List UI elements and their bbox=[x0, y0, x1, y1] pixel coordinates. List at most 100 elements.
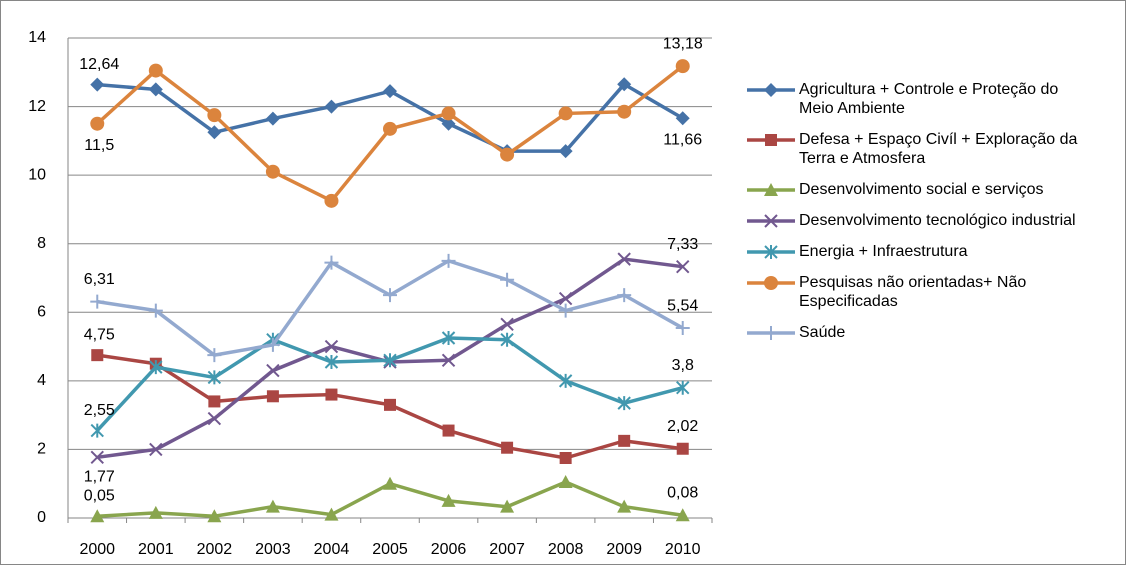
y-tick-label: 0 bbox=[37, 509, 46, 526]
data-label: 3,8 bbox=[672, 357, 694, 374]
point bbox=[324, 99, 339, 114]
point bbox=[149, 360, 163, 375]
legend-marker bbox=[764, 245, 778, 259]
x-tick-label: 2009 bbox=[606, 541, 642, 558]
legend-item: Desenvolvimento social e serviços bbox=[745, 180, 1090, 199]
x-tick-label: 2010 bbox=[665, 541, 701, 558]
point bbox=[383, 84, 397, 99]
point bbox=[676, 259, 690, 274]
point bbox=[500, 272, 515, 287]
point bbox=[207, 411, 222, 426]
point bbox=[90, 450, 104, 465]
legend-marker bbox=[764, 83, 778, 97]
point bbox=[442, 424, 455, 437]
point bbox=[324, 193, 339, 208]
legend-marker bbox=[764, 326, 778, 340]
point bbox=[149, 442, 163, 457]
point bbox=[90, 509, 105, 523]
point bbox=[207, 125, 222, 140]
legend-label: Energia + Infraestrutura bbox=[799, 243, 968, 260]
point bbox=[148, 63, 163, 78]
x-tick-label: 2003 bbox=[255, 541, 291, 558]
point bbox=[675, 111, 690, 126]
point bbox=[383, 353, 397, 368]
point bbox=[148, 82, 163, 97]
point bbox=[90, 294, 105, 309]
point bbox=[617, 252, 631, 266]
point bbox=[148, 303, 163, 318]
point bbox=[558, 373, 573, 388]
point bbox=[90, 423, 104, 438]
data-label: 0,05 bbox=[84, 488, 115, 505]
point bbox=[207, 370, 222, 385]
legend-label: Pesquisas não orientadas+ Não Especifica… bbox=[799, 274, 1027, 310]
point bbox=[617, 104, 632, 119]
y-tick-label: 12 bbox=[28, 98, 46, 115]
point bbox=[617, 288, 632, 303]
data-label: 11,66 bbox=[663, 131, 702, 148]
point bbox=[208, 395, 221, 408]
point bbox=[617, 396, 631, 411]
legend-item: Saúde bbox=[745, 323, 1090, 342]
legend-swatch bbox=[747, 83, 795, 97]
point bbox=[383, 476, 397, 490]
point bbox=[500, 499, 515, 513]
point bbox=[90, 77, 105, 92]
legend-marker bbox=[764, 276, 778, 290]
point bbox=[148, 505, 163, 519]
point bbox=[90, 116, 105, 131]
legend-item: Pesquisas não orientadas+ Não Especifica… bbox=[745, 273, 1090, 311]
point bbox=[675, 508, 690, 522]
point bbox=[618, 434, 631, 447]
point bbox=[91, 349, 104, 362]
y-tick-label: 4 bbox=[37, 372, 46, 389]
legend-swatch bbox=[747, 214, 795, 228]
legend-marker bbox=[764, 183, 778, 196]
legend-label: Defesa + Espaço Civíl + Exploração da Te… bbox=[799, 131, 1078, 167]
point bbox=[383, 288, 397, 303]
point bbox=[384, 398, 396, 411]
data-label: 12,64 bbox=[79, 56, 119, 73]
point bbox=[441, 106, 456, 121]
point bbox=[675, 321, 690, 336]
point bbox=[324, 355, 339, 369]
x-tick-label: 2007 bbox=[489, 541, 525, 558]
y-tick-label: 6 bbox=[37, 304, 46, 321]
data-label: 13,18 bbox=[663, 35, 703, 52]
legend: Agricultura + Controle e Proteção do Mei… bbox=[745, 80, 1090, 354]
point bbox=[265, 111, 280, 126]
point bbox=[675, 59, 690, 74]
data-label: 7,33 bbox=[667, 236, 698, 253]
y-tick-label: 2 bbox=[37, 441, 46, 458]
data-label: 4,75 bbox=[84, 326, 115, 343]
x-tick-label: 2004 bbox=[314, 541, 350, 558]
point bbox=[500, 332, 514, 347]
point bbox=[500, 147, 515, 162]
point bbox=[324, 339, 339, 354]
data-label: 2,55 bbox=[84, 402, 115, 419]
legend-item: Desenvolvimento tecnológico industrial bbox=[745, 211, 1090, 230]
point bbox=[266, 390, 279, 403]
point bbox=[265, 337, 280, 352]
point bbox=[558, 144, 573, 159]
legend-marker bbox=[764, 214, 778, 228]
point bbox=[676, 442, 689, 455]
point bbox=[501, 441, 514, 454]
legend-item: Agricultura + Controle e Proteção do Mei… bbox=[745, 80, 1090, 118]
legend-label: Agricultura + Controle e Proteção do Mei… bbox=[799, 81, 1059, 117]
point bbox=[324, 255, 339, 270]
point bbox=[676, 380, 690, 395]
x-tick-label: 2005 bbox=[372, 541, 408, 558]
data-label: 11,5 bbox=[84, 137, 114, 154]
point bbox=[617, 77, 632, 92]
legend-swatch bbox=[747, 245, 795, 259]
y-tick-label: 8 bbox=[37, 235, 46, 252]
y-tick-label: 10 bbox=[28, 166, 46, 183]
data-label: 2,02 bbox=[667, 418, 698, 435]
x-tick-label: 2006 bbox=[431, 541, 467, 558]
point bbox=[500, 317, 514, 331]
point bbox=[265, 499, 280, 513]
legend-item: Energia + Infraestrutura bbox=[745, 242, 1090, 261]
point bbox=[617, 499, 632, 513]
